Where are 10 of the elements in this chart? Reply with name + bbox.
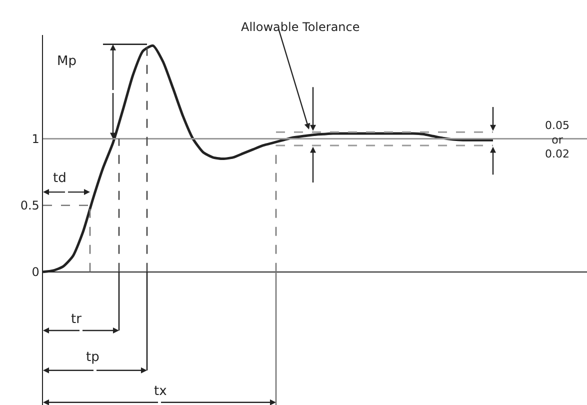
annotation: Mp bbox=[57, 54, 76, 69]
y-tick-label: 0.5 bbox=[20, 198, 40, 213]
y-tick-label: 0 bbox=[32, 265, 40, 280]
annotation: tr bbox=[71, 312, 82, 327]
annotation: td bbox=[53, 171, 66, 186]
annotation: tx bbox=[154, 384, 168, 399]
y-tick-label: 1 bbox=[32, 132, 40, 146]
text: Allowable Tolerance bbox=[241, 20, 360, 34]
text: 0.05 or 0.02 bbox=[545, 119, 570, 161]
annotation: tp bbox=[86, 350, 100, 365]
